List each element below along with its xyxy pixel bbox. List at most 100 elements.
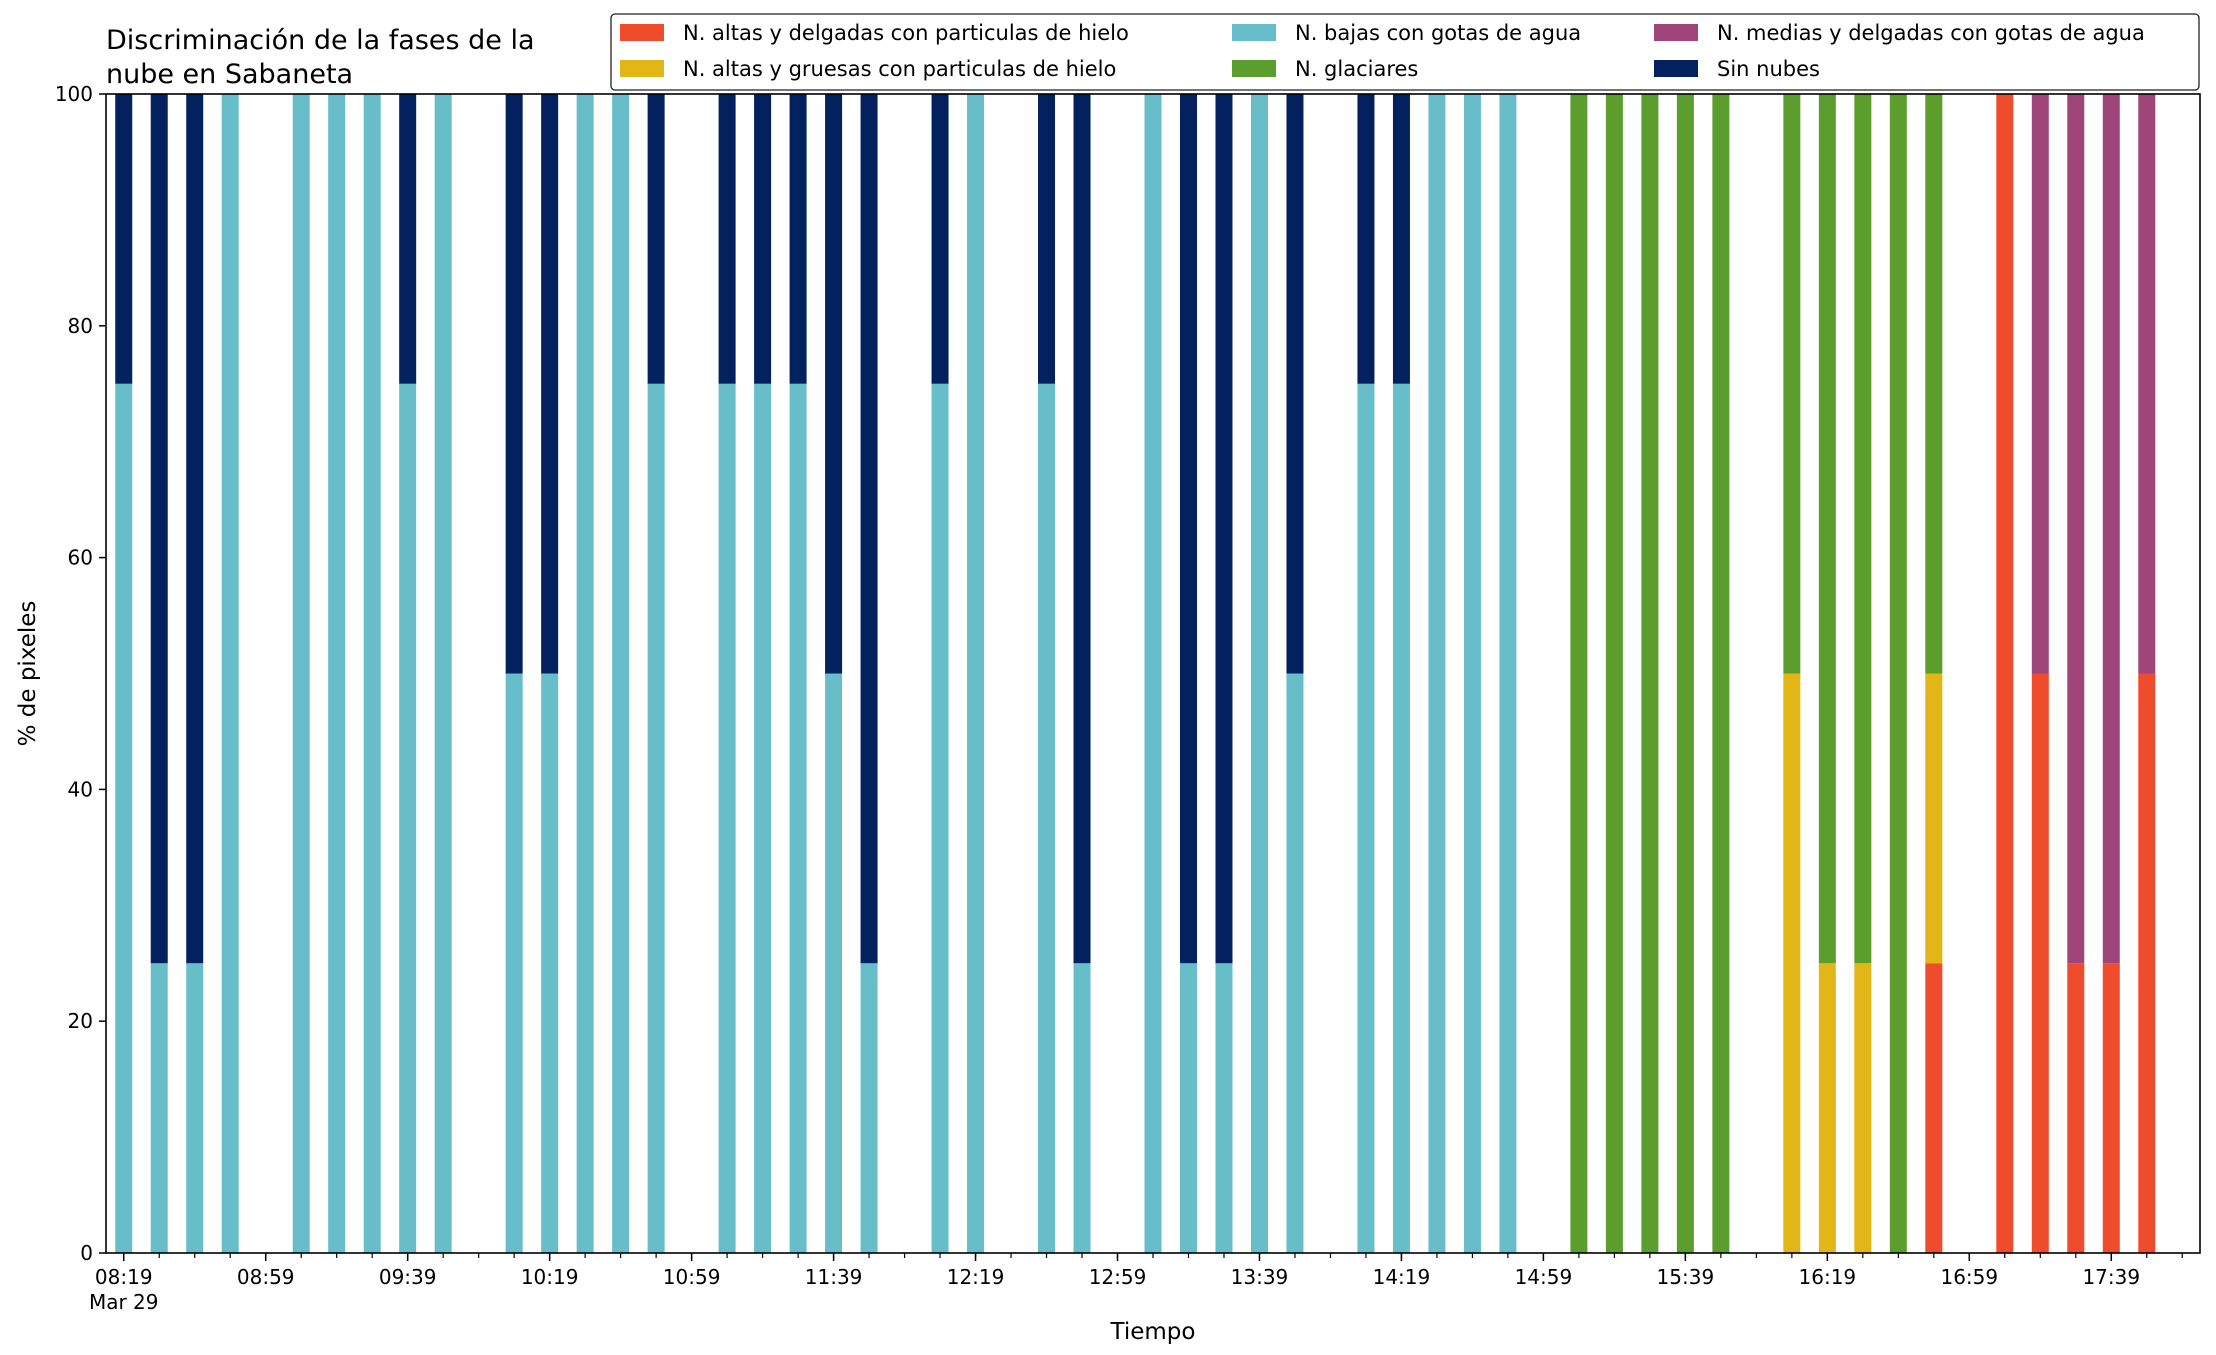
bar-segment-4-46 bbox=[2102, 94, 2120, 964]
x-tick-label-8: 13:39 bbox=[1231, 1265, 1289, 1289]
bar-segment-2-11 bbox=[576, 94, 594, 1253]
bar-segment-5-29 bbox=[1392, 94, 1410, 384]
y-tick-label-40: 40 bbox=[68, 777, 93, 801]
bar-segment-3-41 bbox=[1889, 94, 1907, 1253]
bar-segment-2-28 bbox=[1357, 383, 1375, 1253]
bar-segment-2-2 bbox=[186, 963, 204, 1253]
bar-segment-5-14 bbox=[718, 94, 736, 384]
bar-segment-0-42 bbox=[1925, 963, 1943, 1253]
bar-segment-2-9 bbox=[505, 673, 523, 1253]
bar-segment-0-47 bbox=[2138, 673, 2156, 1253]
bar-segment-3-33 bbox=[1570, 94, 1588, 1253]
bar-segment-5-28 bbox=[1357, 94, 1375, 384]
legend-label-1: N. altas y gruesas con particulas de hie… bbox=[683, 57, 1116, 81]
bar-segment-2-22 bbox=[1073, 963, 1091, 1253]
legend-swatch-5 bbox=[1654, 60, 1698, 77]
legend-box bbox=[610, 13, 2200, 91]
bar-segment-3-39 bbox=[1818, 94, 1836, 964]
bar-segment-0-44 bbox=[2031, 673, 2049, 1253]
bar-segment-2-13 bbox=[647, 383, 665, 1253]
legend: N. altas y delgadas con particulas de hi… bbox=[610, 13, 2200, 91]
bar-segment-5-7 bbox=[399, 94, 417, 384]
legend-label-3: N. glaciares bbox=[1295, 57, 1418, 81]
bar-segment-3-38 bbox=[1783, 94, 1801, 674]
bar-segment-0-46 bbox=[2102, 963, 2120, 1253]
bar-segment-2-4 bbox=[292, 94, 310, 1253]
x-tick-label-13: 16:59 bbox=[1940, 1265, 1998, 1289]
bar-segment-2-12 bbox=[612, 94, 630, 1253]
bar-segment-2-3 bbox=[221, 94, 239, 1253]
bar-segment-4-47 bbox=[2138, 94, 2156, 674]
bar-segment-1-40 bbox=[1854, 963, 1872, 1253]
bar-segment-2-8 bbox=[434, 94, 452, 1253]
legend-swatch-3 bbox=[1232, 60, 1276, 77]
legend-label-4: N. medias y delgadas con gotas de agua bbox=[1717, 21, 2145, 45]
bar-segment-2-5 bbox=[328, 94, 346, 1253]
legend-label-2: N. bajas con gotas de agua bbox=[1295, 21, 1581, 45]
legend-label-5: Sin nubes bbox=[1717, 57, 1820, 81]
bar-segment-2-29 bbox=[1392, 383, 1410, 1253]
x-tick-label-5: 11:39 bbox=[805, 1265, 863, 1289]
bar-segment-3-35 bbox=[1641, 94, 1659, 1253]
bar-segment-3-37 bbox=[1712, 94, 1730, 1253]
bar-segment-5-13 bbox=[647, 94, 665, 384]
bar-segment-2-26 bbox=[1250, 94, 1268, 1253]
bar-segment-5-15 bbox=[754, 94, 772, 384]
bar-segment-5-10 bbox=[541, 94, 559, 674]
bar-segment-2-23 bbox=[1144, 94, 1162, 1253]
bar-segment-2-27 bbox=[1286, 673, 1304, 1253]
x-tick-label-2: 09:39 bbox=[379, 1265, 437, 1289]
bar-segment-5-22 bbox=[1073, 94, 1091, 964]
y-tick-label-60: 60 bbox=[68, 546, 93, 570]
legend-swatch-1 bbox=[620, 60, 664, 77]
y-tick-label-20: 20 bbox=[68, 1009, 93, 1033]
bar-segment-5-27 bbox=[1286, 94, 1304, 674]
bar-segment-5-9 bbox=[505, 94, 523, 674]
bar-segment-5-17 bbox=[825, 94, 843, 674]
x-tick-label-12: 16:19 bbox=[1799, 1265, 1857, 1289]
bar-segment-5-25 bbox=[1215, 94, 1233, 964]
bar-segment-3-34 bbox=[1605, 94, 1623, 1253]
bar-segment-2-0 bbox=[115, 383, 133, 1253]
x-tick-label-6: 12:19 bbox=[947, 1265, 1005, 1289]
bar-segment-5-0 bbox=[115, 94, 133, 384]
bar-segment-0-45 bbox=[2067, 963, 2085, 1253]
bar-segment-5-19 bbox=[931, 94, 949, 384]
bar-segment-3-42 bbox=[1925, 94, 1943, 674]
x-tick-label-14: 17:39 bbox=[2082, 1265, 2140, 1289]
y-tick-label-100: 100 bbox=[55, 82, 93, 106]
y-axis-label: % de pixeles bbox=[15, 601, 41, 747]
bar-segment-4-45 bbox=[2067, 94, 2085, 964]
bar-segment-2-24 bbox=[1179, 963, 1197, 1253]
x-tick-label-11: 15:39 bbox=[1657, 1265, 1715, 1289]
y-axis: 0 20 40 60 80 100 bbox=[55, 82, 106, 1265]
chart-title-line-2: nube en Sabaneta bbox=[106, 59, 353, 90]
y-tick-label-80: 80 bbox=[68, 314, 93, 338]
bar-segment-2-7 bbox=[399, 383, 417, 1253]
legend-label-0: N. altas y delgadas con particulas de hi… bbox=[683, 21, 1129, 45]
bar-segment-5-18 bbox=[860, 94, 878, 964]
bar-segment-2-6 bbox=[363, 94, 381, 1253]
bar-segment-3-36 bbox=[1676, 94, 1694, 1253]
bar-segment-2-15 bbox=[754, 383, 772, 1253]
x-tick-label-7: 12:59 bbox=[1089, 1265, 1147, 1289]
legend-swatch-2 bbox=[1232, 24, 1276, 41]
x-tick-label-4: 10:59 bbox=[663, 1265, 721, 1289]
x-axis-label: Tiempo bbox=[1110, 1319, 1196, 1345]
x-tick-label-3: 10:19 bbox=[521, 1265, 579, 1289]
bars-group bbox=[115, 94, 2156, 1253]
legend-swatch-0 bbox=[620, 24, 664, 41]
x-tick-label-9: 14:19 bbox=[1373, 1265, 1431, 1289]
x-tick-label-0: 08:19 bbox=[95, 1265, 153, 1289]
bar-segment-5-24 bbox=[1179, 94, 1197, 964]
bar-segment-5-21 bbox=[1038, 94, 1056, 384]
bar-segment-2-18 bbox=[860, 963, 878, 1253]
bar-segment-5-2 bbox=[186, 94, 204, 964]
bar-segment-4-44 bbox=[2031, 94, 2049, 674]
x-tick-label-10: 14:59 bbox=[1515, 1265, 1573, 1289]
bar-segment-2-19 bbox=[931, 383, 949, 1253]
bar-segment-2-1 bbox=[150, 963, 168, 1253]
bar-segment-1-39 bbox=[1818, 963, 1836, 1253]
